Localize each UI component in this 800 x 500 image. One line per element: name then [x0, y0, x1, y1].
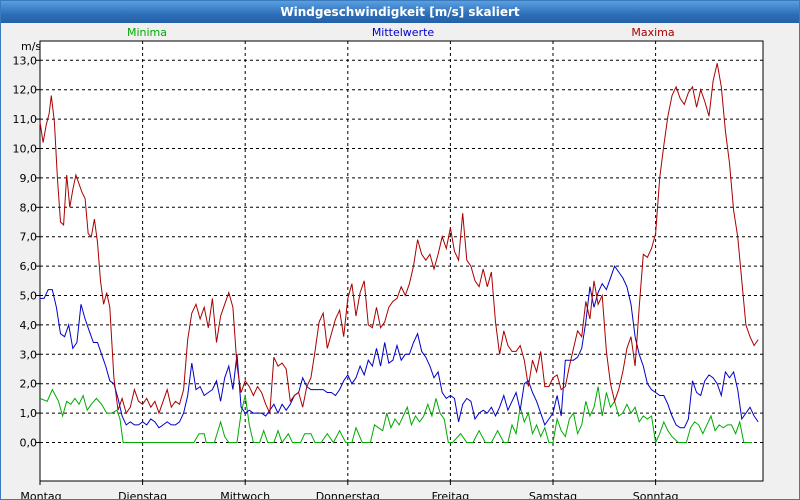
y-tick-label: 4,0 [20, 319, 38, 332]
series-lines [39, 63, 759, 445]
x-tick-day-6: Sonntag [633, 490, 679, 499]
y-tick-label: 13,0 [13, 54, 38, 67]
y-tick-label: 5,0 [20, 290, 38, 303]
legend-mittelwerte: Mittelwerte [372, 26, 435, 39]
series-line-mittel [40, 265, 759, 429]
x-tick-day-2: Mittwoch [220, 490, 270, 499]
y-axis-unit-label: m/s [21, 40, 41, 53]
y-axis: 0,0 1,0 2,0 3,0 4,0 5,0 6,0 7,0 8,0 9,0 10,0 11,0 12… [13, 54, 40, 450]
series-line-minima [39, 386, 752, 445]
grid-lines [40, 41, 763, 481]
y-tick-label: 6,0 [20, 260, 38, 273]
series-line-maxima [39, 63, 759, 416]
legend-minima: Minima [127, 26, 167, 39]
x-tick-day-1: Dienstag [118, 490, 167, 499]
y-tick-label: 9,0 [20, 172, 38, 185]
plot-background [39, 40, 764, 482]
x-tick-day-3: Donnerstag [316, 490, 380, 499]
y-tick-label: 0,0 [20, 437, 38, 450]
chart-area: 0,0 1,0 2,0 3,0 4,0 5,0 6,0 7,0 8,0 9,0 10,0 11,0 12… [13, 26, 764, 499]
legend-maxima: Maxima [631, 26, 674, 39]
y-tick-label: 1,0 [20, 407, 38, 420]
window-title: Windgeschwindigkeit [m/s] skaliert [1, 1, 799, 23]
y-tick-label: 7,0 [20, 231, 38, 244]
x-tick-day-5: Samstag [529, 490, 577, 499]
y-tick-label: 3,0 [20, 348, 38, 361]
x-tick-day-4: Freitag [432, 490, 470, 499]
y-tick-label: 12,0 [13, 84, 38, 97]
x-tick-day-0: Montag [20, 490, 61, 499]
y-tick-label: 11,0 [13, 113, 38, 126]
y-tick-label: 2,0 [20, 378, 38, 391]
y-tick-label: 8,0 [20, 201, 38, 214]
x-axis: Montag02.04.12Dienstag03.04.12Mittwoch04… [20, 481, 679, 499]
y-tick-label: 10,0 [13, 143, 38, 156]
